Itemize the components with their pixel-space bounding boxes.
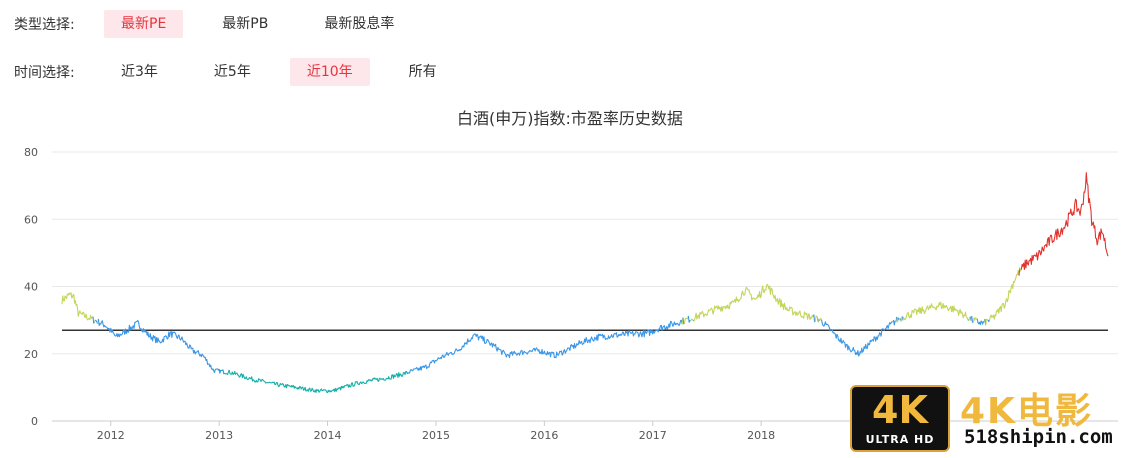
series-segment <box>813 314 816 323</box>
watermark: 4K ULTRA HD 4K电影 518shipin.com <box>850 384 1130 454</box>
series-segment <box>409 369 413 374</box>
option-all[interactable]: 所有 <box>408 64 437 80</box>
series-segment <box>972 317 978 323</box>
chart-title: 白酒(申万)指数:市盈率历史数据 <box>457 109 683 128</box>
series-segment <box>97 318 214 371</box>
x-tick-label: 2014 <box>314 429 342 442</box>
grid-lines <box>52 151 1118 422</box>
series-segment <box>228 369 410 394</box>
series-segment <box>985 318 989 326</box>
option-latest-pe[interactable]: 最新PE <box>104 10 184 38</box>
option-latest-pb[interactable]: 最新PB <box>222 16 269 32</box>
series-segment <box>988 269 1020 321</box>
series-segment <box>976 318 985 326</box>
x-tick-label: 2016 <box>530 429 558 442</box>
option-3-years[interactable]: 近3年 <box>121 64 158 80</box>
series-segment <box>814 315 819 322</box>
x-tick-label: 2013 <box>205 429 233 442</box>
pe-series <box>61 172 1109 394</box>
series-segment <box>1019 267 1022 272</box>
option-5-years[interactable]: 近5年 <box>213 64 251 80</box>
series-segment <box>1020 172 1109 270</box>
y-tick-label: 40 <box>24 281 38 294</box>
y-tick-label: 0 <box>31 415 38 428</box>
watermark-badge: 4K ULTRA HD <box>850 385 950 452</box>
watermark-badge-sub: ULTRA HD <box>865 433 935 446</box>
option-10-years[interactable]: 近10年 <box>289 58 370 86</box>
x-tick-label: 2012 <box>97 429 125 442</box>
series-segment <box>94 319 99 325</box>
option-latest-dividend-yield[interactable]: 最新股息率 <box>324 16 395 32</box>
pe-history-chart: 白酒(申万)指数:市盈率历史数据 0 20 40 60 80 2012 2013 2014 2… <box>24 109 1118 442</box>
series-segment <box>222 369 230 375</box>
series-segment <box>213 368 220 373</box>
x-tick-label: 2018 <box>747 429 775 442</box>
x-tick-label: 2015 <box>422 429 450 442</box>
series-segment <box>687 315 691 323</box>
type-filter-row: 类型选择: 最新PE 最新PB 最新股息率 <box>14 9 433 39</box>
series-segment <box>412 319 683 372</box>
series-segment <box>220 369 222 372</box>
y-tick-label: 80 <box>24 146 38 159</box>
series-segment <box>683 315 689 324</box>
series-segment <box>902 301 969 321</box>
y-tick-label: 60 <box>24 213 38 226</box>
x-tick-label: 2017 <box>639 429 667 442</box>
time-filter-label: 时间选择: <box>14 65 75 81</box>
series-segment <box>987 319 990 323</box>
series-segment <box>92 316 95 324</box>
time-filter-row: 时间选择: 近3年 近5年 近10年 所有 <box>14 57 476 87</box>
series-segment <box>898 317 901 321</box>
y-axis-ticks: 0 20 40 60 80 <box>24 146 38 428</box>
watermark-badge-main: 4K <box>872 388 928 432</box>
y-tick-label: 20 <box>24 348 38 361</box>
series-segment <box>682 317 685 325</box>
series-segment <box>690 318 694 322</box>
series-segment <box>693 283 815 322</box>
watermark-site: 518shipin.com <box>964 426 1113 448</box>
series-segment <box>819 317 822 321</box>
watermark-brand: 4K电影 <box>960 391 1093 432</box>
x-axis-ticks: 20122013201420152016201720182019 <box>97 421 884 442</box>
series-segment <box>971 316 974 323</box>
type-filter-label: 类型选择: <box>14 17 75 33</box>
series-segment <box>820 319 893 357</box>
series-segment <box>61 292 94 321</box>
